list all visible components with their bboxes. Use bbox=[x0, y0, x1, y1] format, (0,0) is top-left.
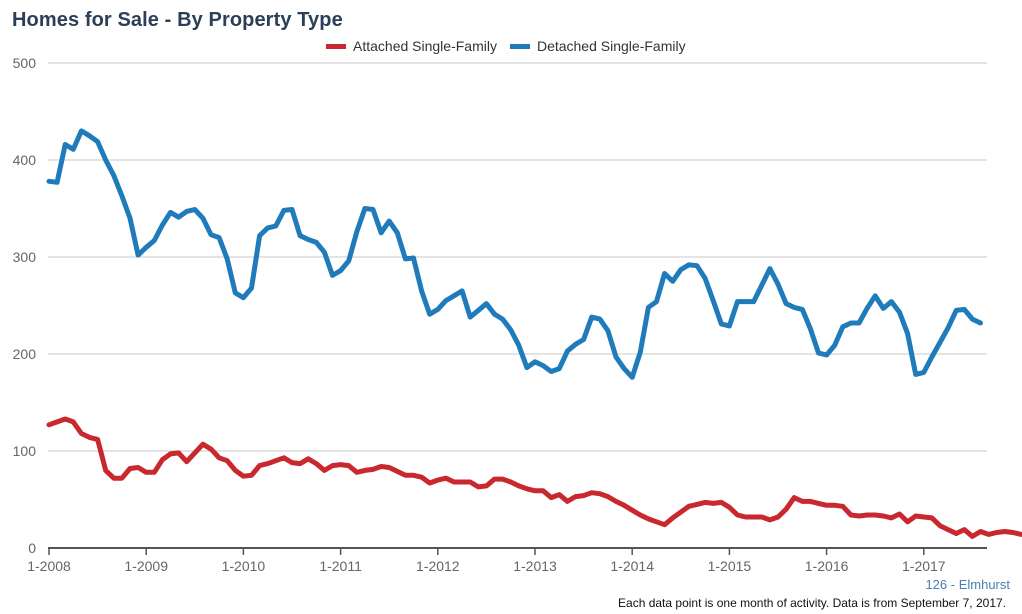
x-axis-ticks: 1-2008 1-2009 1-2010 1-2011 1-2012 1-2013 1-20… bbox=[27, 547, 987, 574]
series-lines bbox=[46, 128, 1022, 539]
chart-legend: Attached Single-Family Detached Single-F… bbox=[326, 38, 699, 54]
y-tick-label: 400 bbox=[13, 152, 37, 168]
legend-swatch-detached bbox=[509, 43, 530, 49]
y-tick-label: 500 bbox=[13, 55, 37, 71]
series-line-detached[interactable] bbox=[46, 128, 983, 380]
x-tick-label: 1-2015 bbox=[708, 558, 752, 574]
x-tick-label: 1-2010 bbox=[222, 558, 266, 574]
x-tick-label: 1-2017 bbox=[902, 558, 946, 574]
legend-label-attached: Attached Single-Family bbox=[353, 38, 497, 54]
legend-label-detached: Detached Single-Family bbox=[536, 38, 686, 54]
x-tick-label: 1-2012 bbox=[416, 558, 460, 574]
y-tick-label: 200 bbox=[13, 346, 37, 362]
legend-item-detached[interactable]: Detached Single-Family bbox=[509, 38, 686, 54]
y-tick-label: 100 bbox=[13, 443, 37, 459]
x-tick-label: 1-2009 bbox=[124, 558, 168, 574]
chart-title: Homes for Sale - By Property Type bbox=[12, 9, 343, 31]
y-axis-ticks: 0 100 200 300 400 500 bbox=[13, 55, 37, 556]
legend-item-attached[interactable]: Attached Single-Family bbox=[326, 38, 497, 54]
x-tick-label: 1-2011 bbox=[319, 558, 362, 574]
x-tick-label: 1-2008 bbox=[27, 558, 71, 574]
data-note: Each data point is one month of activity… bbox=[618, 596, 1006, 610]
x-tick-label: 1-2016 bbox=[805, 558, 849, 574]
legend-swatch-attached bbox=[326, 43, 346, 49]
location-label: 126 - Elmhurst bbox=[925, 577, 1010, 592]
grid-lines bbox=[48, 62, 987, 452]
y-tick-label: 0 bbox=[28, 540, 36, 556]
series-line-attached[interactable] bbox=[46, 416, 1022, 539]
x-tick-label: 1-2013 bbox=[513, 558, 557, 574]
y-tick-label: 300 bbox=[13, 249, 37, 265]
x-tick-label: 1-2014 bbox=[610, 558, 654, 574]
